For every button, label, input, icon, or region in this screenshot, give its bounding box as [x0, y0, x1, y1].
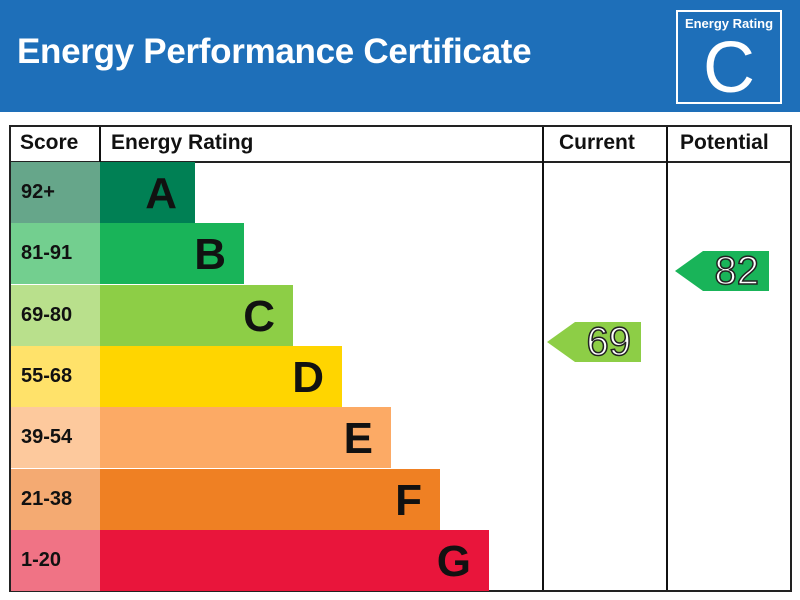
rating-letter: D: [292, 352, 324, 402]
epc-table: Score Energy Rating Current Potential 92…: [9, 125, 792, 592]
rating-bar: C: [100, 284, 293, 346]
potential-rating-arrow: 82: [675, 248, 769, 294]
current-rating-arrow: 69: [547, 319, 641, 365]
badge-label: Energy Rating: [684, 16, 774, 31]
rating-bar: G: [100, 529, 489, 591]
rating-letter: B: [194, 230, 226, 280]
potential-value: 82: [714, 248, 760, 294]
score-range: 81-91: [11, 223, 100, 285]
rating-bar: E: [100, 407, 391, 469]
rating-letter: C: [243, 291, 275, 341]
rating-bar: D: [100, 345, 342, 407]
rating-row-f: 21-38 F: [11, 468, 541, 530]
rating-bar: A: [100, 162, 195, 223]
score-range: 55-68: [11, 345, 100, 407]
header-energy-rating: Energy Rating: [111, 131, 254, 154]
rating-row-e: 39-54 E: [11, 407, 541, 469]
header-current: Current: [559, 131, 635, 154]
score-range: 69-80: [11, 284, 100, 346]
rating-letter: E: [343, 414, 373, 464]
rating-letter: F: [395, 475, 422, 525]
header-potential: Potential: [680, 131, 769, 154]
rating-bar: F: [100, 468, 440, 530]
rating-row-d: 55-68 D: [11, 345, 541, 407]
current-divider: [542, 127, 544, 590]
score-range: 92+: [11, 162, 100, 223]
score-range: 1-20: [11, 529, 100, 591]
rating-row-c: 69-80 C: [11, 284, 541, 346]
potential-divider: [666, 127, 668, 590]
rating-letter: A: [145, 169, 177, 218]
rating-row-b: 81-91 B: [11, 223, 541, 285]
rating-row-a: 92+ A: [11, 162, 541, 223]
energy-rating-badge: Energy Rating C: [676, 10, 782, 108]
score-range: 39-54: [11, 407, 100, 469]
score-divider: [99, 127, 101, 162]
score-range: 21-38: [11, 468, 100, 530]
arrow-shape-icon: [675, 251, 769, 291]
current-value: 69: [586, 319, 632, 365]
rating-bar: B: [100, 223, 244, 285]
header-bar: Energy Performance Certificate Energy Ra…: [0, 0, 800, 112]
rating-row-g: 1-20 G: [11, 529, 541, 591]
badge-letter: C: [703, 28, 755, 108]
header-divider: [11, 161, 790, 163]
header-score: Score: [20, 131, 79, 154]
arrow-shape-icon: [547, 322, 641, 362]
rating-letter: G: [436, 536, 471, 586]
page-title: Energy Performance Certificate: [17, 32, 532, 71]
